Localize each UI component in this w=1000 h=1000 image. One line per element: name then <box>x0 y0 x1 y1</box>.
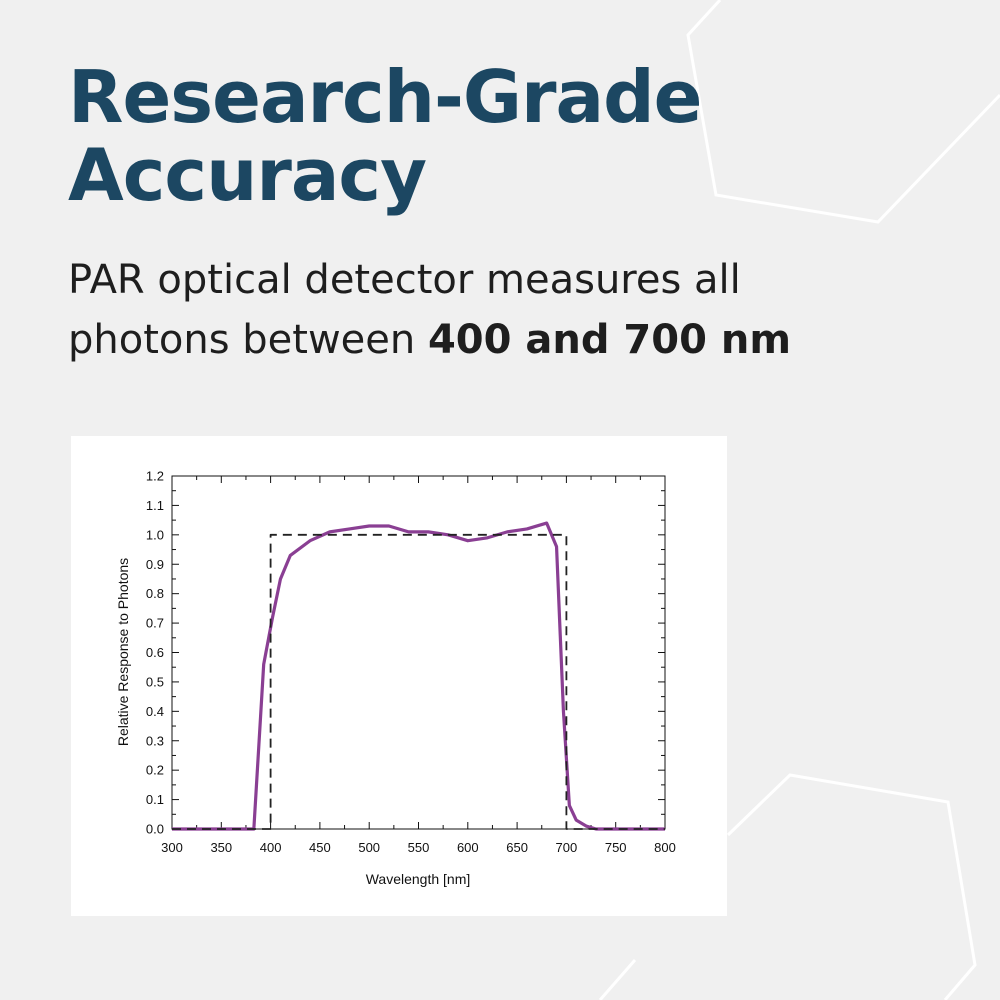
x-axis-title: Wavelength [nm] <box>366 871 471 887</box>
subheadline-line-1: PAR optical detector measures all <box>68 257 741 303</box>
y-tick-label: 0.5 <box>146 674 164 689</box>
y-tick-label: 1.2 <box>146 469 164 484</box>
y-tick-label: 1.0 <box>146 527 164 542</box>
y-tick-label: 0.9 <box>146 557 164 572</box>
chart-card: 300 350 400 450 500 550 600 650 700 750 800 0.0 0.1 0… <box>71 436 727 916</box>
y-axis-title: Relative Response to Photons <box>115 558 131 746</box>
y-tick-label: 0.4 <box>146 704 164 719</box>
y-tick-label: 0.7 <box>146 616 164 631</box>
ideal-response-line <box>172 533 665 830</box>
subheadline: PAR optical detector measures all photon… <box>68 250 791 370</box>
x-tick-label: 500 <box>358 840 380 855</box>
x-tick-label: 650 <box>506 840 528 855</box>
spectral-response-chart: 300 350 400 450 500 550 600 650 700 750 800 0.0 0.1 0… <box>115 469 676 888</box>
measured-response-line <box>172 521 665 831</box>
y-tick-label: 1.1 <box>146 498 164 513</box>
y-tick-label: 0.1 <box>146 792 164 807</box>
y-tick-label: 0.6 <box>146 645 164 660</box>
y-tick-label: 0.8 <box>146 586 164 601</box>
y-tick-label: 0.0 <box>146 822 164 837</box>
axis-ticks <box>171 475 666 830</box>
headline: Research-Grade Accuracy <box>68 55 702 217</box>
x-tick-label: 450 <box>309 840 331 855</box>
series-layer <box>172 521 665 831</box>
subheadline-line-2: photons between 400 and 700 nm <box>68 310 791 370</box>
subheadline-wavelength-range: 400 and 700 nm <box>427 317 791 363</box>
x-tick-label: 750 <box>605 840 627 855</box>
x-tick-label: 700 <box>556 840 578 855</box>
x-tick-label: 800 <box>654 840 676 855</box>
headline-line-2: Accuracy <box>68 133 427 217</box>
x-tick-label: 350 <box>210 840 232 855</box>
x-tick-label: 600 <box>457 840 479 855</box>
x-tick-label: 300 <box>161 840 183 855</box>
headline-line-1: Research-Grade <box>68 55 702 139</box>
x-tick-label: 550 <box>408 840 430 855</box>
x-tick-label: 400 <box>260 840 282 855</box>
subheadline-line-2-prefix: photons between <box>68 317 428 363</box>
y-tick-label: 0.2 <box>146 763 164 778</box>
y-tick-label: 0.3 <box>146 733 164 748</box>
plot-frame <box>171 475 666 830</box>
tick-labels: 300 350 400 450 500 550 600 650 700 750 800 0.0 0.1 0… <box>146 469 676 856</box>
